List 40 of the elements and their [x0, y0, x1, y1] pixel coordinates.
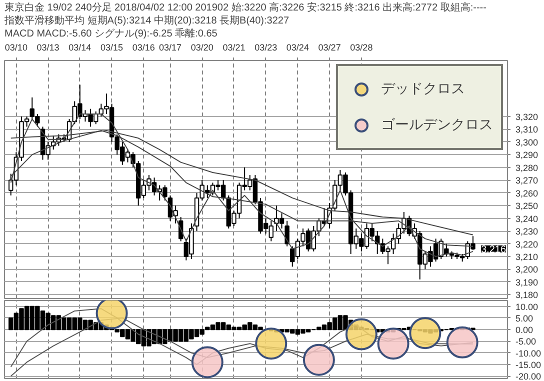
x-tick-label: 03/20 — [190, 42, 214, 52]
y-tick-label: 5.00 — [516, 313, 534, 324]
x-tick-label: 03/14 — [68, 42, 92, 52]
y-tick-label: 3,260 — [516, 188, 538, 198]
y-tick-label: -20.00 — [516, 372, 542, 381]
y-tick-label: 3,180 — [516, 290, 538, 300]
y-tick-label: 3,300 — [516, 137, 538, 148]
x-tick-label: 03/27 — [318, 42, 341, 52]
y-tick-label: 3,270 — [516, 176, 538, 186]
text: MACD MACD:-5.60 シグナル(9):-6.25 乖離:0.65 — [4, 28, 218, 40]
x-tick-label: 03/17 — [158, 42, 182, 52]
chart-subtitle: 指数平滑移動平均 短期A(5):3214 中期(20):3218 長期B(40):3227 — [4, 14, 290, 26]
y-tick-label: 3,230 — [516, 226, 538, 237]
y-tick-label: 3,190 — [516, 277, 538, 288]
y-tick-label: 3,280 — [516, 162, 538, 173]
legend-label: デッドクロス — [381, 80, 465, 98]
x-tick-label: 03/10 — [4, 42, 28, 52]
y-tick-label: 3,200 — [516, 264, 538, 275]
y-tick-label: 3,250 — [516, 201, 538, 212]
y-tick-label: 10.00 — [516, 302, 538, 312]
y-tick-label: -15.00 — [516, 360, 542, 370]
x-tick-label: 03/24 — [286, 42, 309, 52]
x-tick-label: 03/28 — [350, 42, 373, 52]
y-tick-label: 3,220 — [516, 239, 538, 250]
x-tick-label: 03/23 — [254, 42, 278, 52]
y-tick-label: -5.00 — [516, 336, 536, 347]
y-tick-label: 3,310 — [516, 124, 538, 135]
text: 3,216 — [480, 244, 506, 256]
chart-title: 東京白金 19/02 240分足 2018/04/02 12:00 201902 始:3220 高:3226 安:3215 終:3216 出来高:2772 取組高:---- — [4, 2, 486, 14]
y-tick-label: 3,210 — [516, 252, 538, 262]
x-tick-label: 03/21 — [222, 42, 246, 52]
y-tick-label: 3,320 — [516, 112, 538, 122]
y-tick-label: 0.00 — [516, 325, 534, 336]
x-tick-label: 03/15 — [100, 42, 124, 52]
y-tick-label: 3,290 — [516, 150, 538, 160]
x-tick-label: 03/13 — [36, 42, 60, 52]
y-tick-label: 3,240 — [516, 214, 538, 224]
legend-label: ゴールデンクロス — [381, 116, 493, 134]
x-tick-label: 03/16 — [132, 42, 155, 52]
y-tick-label: -10.00 — [516, 348, 542, 358]
